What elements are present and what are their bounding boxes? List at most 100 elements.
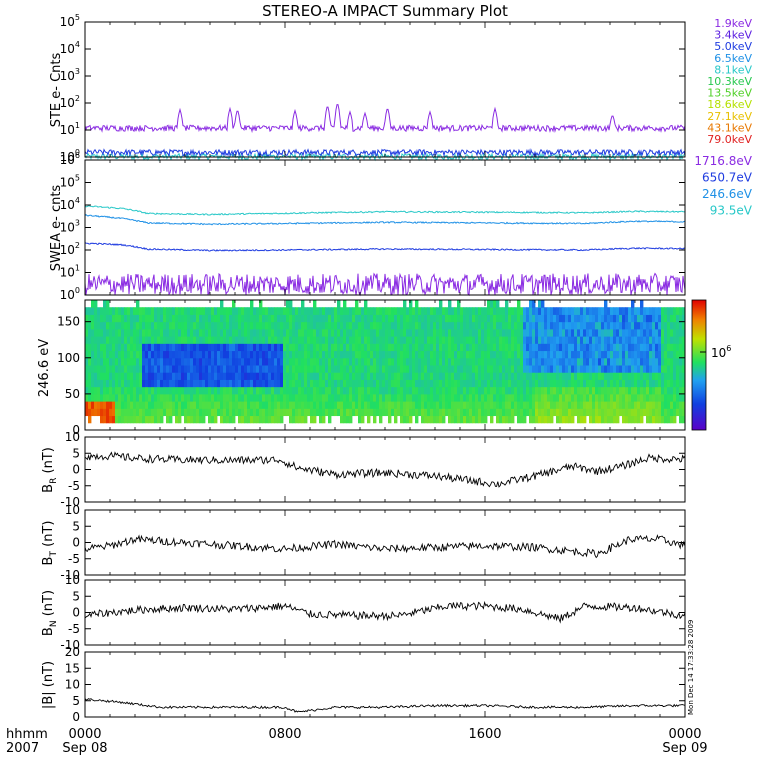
pad-heatmap-cell: [289, 350, 293, 359]
pad-heatmap-cell: [103, 365, 107, 373]
pad-heatmap-cell: [334, 379, 338, 388]
pad-heatmap-cell: [343, 357, 347, 366]
pad-heatmap-cell: [451, 408, 455, 417]
pad-heatmap-cell: [334, 307, 338, 315]
pad-heatmap-cell: [598, 321, 602, 330]
pad-heatmap-cell: [538, 314, 542, 323]
pad-heatmap-cell: [445, 379, 449, 388]
pad-heatmap-cell: [187, 401, 191, 409]
pad-heatmap-cell: [301, 307, 305, 315]
pad-heatmap-cell: [283, 321, 287, 330]
pad-heatmap-cell: [97, 393, 101, 402]
pad-heatmap-cell: [451, 321, 455, 330]
pad-heatmap-cell: [304, 365, 308, 373]
pad-heatmap-cell: [238, 350, 242, 359]
pad-heatmap-cell: [376, 408, 380, 417]
pad-heatmap-cell: [364, 336, 368, 344]
pad-heatmap-cell: [85, 365, 89, 373]
pad-heatmap-cell: [550, 307, 554, 315]
pad-heatmap-cell: [334, 386, 338, 395]
pad-heatmap-cell: [385, 350, 389, 359]
pad-heatmap-cell: [148, 350, 152, 359]
pad-heatmap-cell: [613, 393, 617, 402]
pad-heatmap-cell: [664, 343, 668, 352]
pad-heatmap-cell: [376, 307, 380, 315]
pad-heatmap-cell: [190, 307, 194, 315]
pad-heatmap-cell: [670, 386, 674, 395]
pad-heatmap-cell: [205, 379, 209, 388]
pad-heatmap-cell: [436, 321, 440, 330]
pad-heatmap-cell: [376, 401, 380, 409]
pad-heatmap-cell: [334, 350, 338, 359]
pad-heatmap-cell: [541, 408, 545, 417]
pad-heatmap-cell: [322, 393, 326, 402]
pad-heatmap-cell: [511, 307, 515, 315]
pad-heatmap-cell: [184, 343, 188, 352]
pad-heatmap-cell: [403, 379, 407, 388]
pad-heatmap-cell: [151, 307, 155, 315]
pad-heatmap-cell: [424, 379, 428, 388]
pad-heatmap-cell: [145, 307, 149, 315]
pad-heatmap-cell: [232, 365, 236, 373]
pad-heatmap-cell: [217, 372, 221, 380]
pad-heatmap-cell: [463, 393, 467, 402]
pad-heatmap-cell: [193, 386, 197, 395]
pad-heatmap-cell: [262, 372, 266, 380]
pad-heatmap-cell: [433, 372, 437, 380]
pad-heatmap-cell: [145, 328, 149, 337]
pad-heatmap-cell: [322, 328, 326, 337]
pad-heatmap-cell: [604, 415, 608, 424]
pad-heatmap-cell: [370, 307, 374, 315]
pad-heatmap-cell: [634, 357, 638, 366]
pad-heatmap-cell: [475, 357, 479, 366]
pad-heatmap-cell: [526, 343, 530, 352]
pad-heatmap-cell: [319, 393, 323, 402]
pad-heatmap-cell: [616, 328, 620, 337]
pad-heatmap-cell: [640, 379, 644, 388]
pad-heatmap-cell: [193, 365, 197, 373]
pad-heatmap-cell: [421, 372, 425, 380]
pad-heatmap-cell: [292, 357, 296, 366]
pad-heatmap-cell: [616, 307, 620, 315]
pad-heatmap-cell: [298, 415, 302, 424]
pad-heatmap-cell: [304, 336, 308, 344]
pad-heatmap-cell: [487, 321, 491, 330]
pad-heatmap-cell: [340, 379, 344, 388]
pad-heatmap-cell: [451, 372, 455, 380]
pad-heatmap-cell: [484, 386, 488, 395]
pad-heatmap-cell: [166, 328, 170, 337]
pad-heatmap-cell: [328, 357, 332, 366]
pad-heatmap-cell: [331, 328, 335, 337]
pad-heatmap-cell: [160, 401, 164, 409]
pad-heatmap-cell: [346, 372, 350, 380]
pad-heatmap-cell: [208, 379, 212, 388]
pad-heatmap-cell: [226, 321, 230, 330]
pad-heatmap-cell: [250, 401, 254, 409]
pad-heatmap-cell: [238, 328, 242, 337]
pad-heatmap-cell: [370, 401, 374, 409]
pad-heatmap-cell: [442, 379, 446, 388]
pad-heatmap-cell: [586, 307, 590, 315]
pad-heatmap-cell: [451, 336, 455, 344]
pad-heatmap-cell: [547, 372, 551, 380]
pad-heatmap-cell: [478, 365, 482, 373]
pad-heatmap-cell: [292, 365, 296, 373]
pad-heatmap-cell: [286, 372, 290, 380]
pad-heatmap-cell: [184, 328, 188, 337]
pad-heatmap-cell: [385, 372, 389, 380]
pad-heatmap-cell: [634, 314, 638, 323]
pad-heatmap-cell: [634, 408, 638, 417]
pad-heatmap-cell: [100, 343, 104, 352]
pad-heatmap-cell: [139, 393, 143, 402]
pad-heatmap-cell: [244, 307, 248, 315]
pad-heatmap-cell: [502, 328, 506, 337]
pad-heatmap-cell: [403, 372, 407, 380]
pad-heatmap-cell: [91, 314, 95, 323]
pad-heatmap-cell: [100, 401, 104, 409]
pad-heatmap-cell: [229, 379, 233, 388]
pad-heatmap-cell: [541, 300, 545, 308]
pad-heatmap-cell: [106, 307, 110, 315]
pad-heatmap-cell: [487, 401, 491, 409]
pad-heatmap-cell: [148, 408, 152, 417]
pad-heatmap-cell: [544, 415, 548, 424]
